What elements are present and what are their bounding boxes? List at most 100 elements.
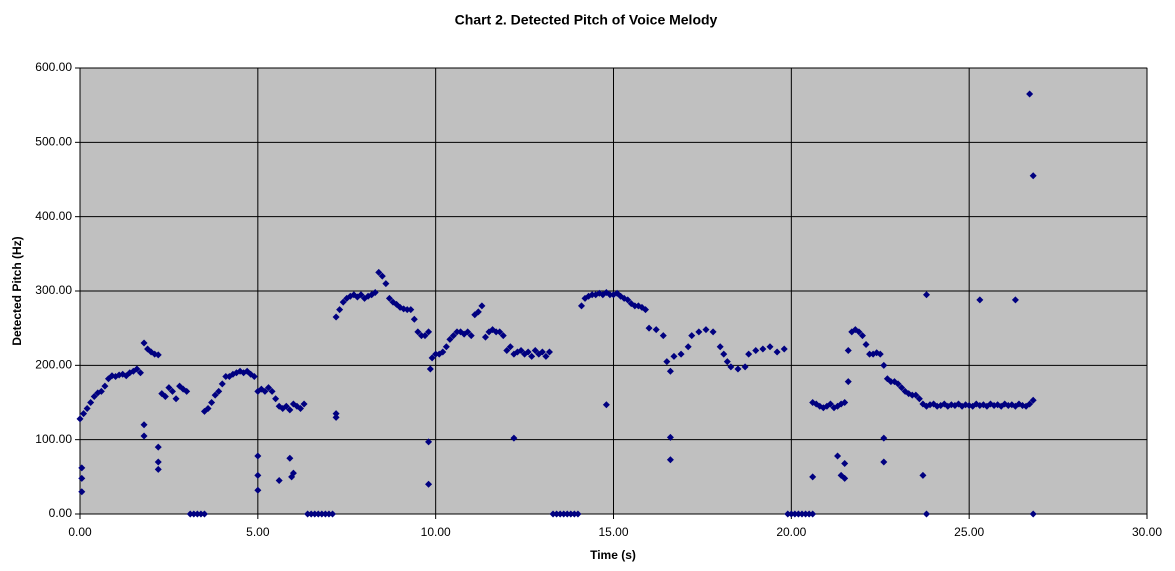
point: [922, 510, 930, 518]
point: [425, 480, 433, 488]
point: [218, 380, 226, 388]
point: [642, 306, 650, 314]
point: [855, 328, 863, 336]
point: [83, 404, 91, 412]
point: [858, 332, 866, 340]
point: [478, 302, 486, 310]
point: [802, 510, 810, 518]
y-tick-label: 600.00: [35, 60, 72, 74]
point: [880, 458, 888, 466]
point: [677, 350, 685, 358]
point: [425, 438, 433, 446]
point: [78, 464, 86, 472]
point: [784, 510, 792, 518]
point: [577, 302, 585, 310]
x-tick-label: 30.00: [1132, 525, 1162, 539]
point: [297, 404, 305, 412]
point: [503, 346, 511, 354]
x-tick-label: 15.00: [598, 525, 628, 539]
point: [538, 348, 546, 356]
point: [880, 434, 888, 442]
point: [734, 365, 742, 373]
point: [197, 510, 205, 518]
point: [549, 510, 557, 518]
point: [1026, 90, 1034, 98]
point: [222, 372, 230, 380]
point: [798, 510, 806, 518]
marks: [76, 90, 1037, 518]
point: [286, 454, 294, 462]
point: [154, 465, 162, 473]
point: [101, 382, 109, 390]
point: [702, 326, 710, 334]
point: [311, 510, 319, 518]
point: [499, 332, 507, 340]
point: [684, 343, 692, 351]
point: [1029, 396, 1037, 404]
point: [841, 474, 849, 482]
point: [492, 328, 500, 336]
point: [190, 510, 198, 518]
point: [624, 296, 632, 304]
point: [439, 348, 447, 356]
point: [314, 510, 322, 518]
point: [385, 294, 393, 302]
x-tick-label: 25.00: [954, 525, 984, 539]
point: [606, 291, 614, 299]
point: [688, 332, 696, 340]
point: [666, 367, 674, 375]
point: [1029, 510, 1037, 518]
point: [787, 510, 795, 518]
point: [272, 395, 280, 403]
point: [588, 291, 596, 299]
y-tick-label: 300.00: [35, 283, 72, 297]
point: [553, 510, 561, 518]
point: [631, 302, 639, 310]
point: [659, 332, 667, 340]
point: [528, 352, 536, 360]
point: [563, 510, 571, 518]
point: [524, 348, 532, 356]
point: [90, 393, 98, 401]
point: [215, 387, 223, 395]
point: [716, 343, 724, 351]
point: [325, 510, 333, 518]
x-tick-label: 10.00: [421, 525, 451, 539]
point: [602, 401, 610, 409]
point: [425, 328, 433, 336]
point: [474, 308, 482, 316]
point: [254, 471, 262, 479]
point: [133, 365, 141, 373]
point: [78, 474, 86, 482]
point: [567, 510, 575, 518]
point: [446, 335, 454, 343]
point: [332, 313, 340, 321]
point: [300, 400, 308, 408]
point: [414, 328, 422, 336]
point: [80, 410, 88, 418]
point: [908, 391, 916, 399]
point: [1019, 401, 1027, 409]
point: [556, 510, 564, 518]
y-tick-label: 500.00: [35, 135, 72, 149]
point: [862, 341, 870, 349]
point: [200, 510, 208, 518]
x-tick-label: 0.00: [68, 525, 92, 539]
point: [186, 510, 194, 518]
point: [794, 510, 802, 518]
point: [720, 350, 728, 358]
x-axis-title: Time (s): [590, 548, 636, 562]
point: [329, 510, 337, 518]
point: [183, 387, 191, 395]
point: [542, 352, 550, 360]
point: [841, 459, 849, 467]
point: [140, 432, 148, 440]
point: [304, 510, 312, 518]
point: [403, 306, 411, 314]
point: [442, 343, 450, 351]
point: [154, 351, 162, 359]
point: [410, 315, 418, 323]
point: [506, 343, 514, 351]
point: [449, 332, 457, 340]
